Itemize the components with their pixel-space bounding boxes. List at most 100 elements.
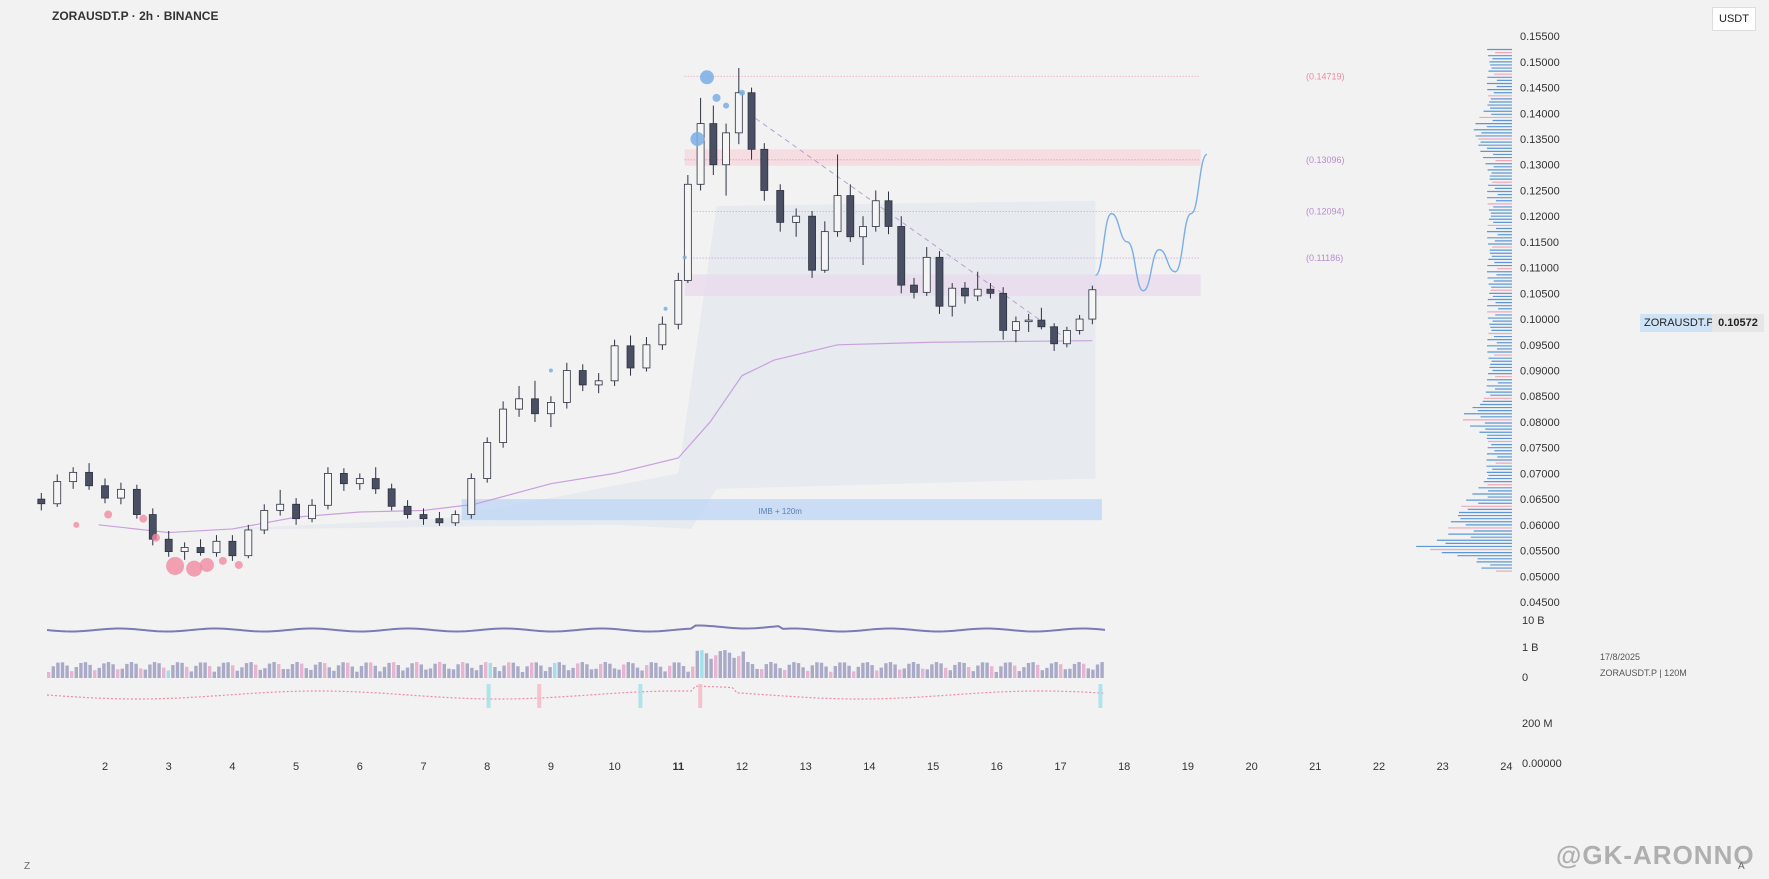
- currency-selector[interactable]: USDT: [1712, 7, 1756, 31]
- volume-bar-35: [208, 666, 212, 678]
- y-tick-label-9: 0.11000: [1520, 263, 1559, 275]
- x-tick-label-0: 2: [102, 761, 108, 773]
- volume-bar-142: [700, 650, 704, 678]
- candle-body-44: [722, 132, 730, 166]
- oscillator-marker-3: [698, 684, 703, 708]
- symbol-period-note: ZORAUSDT.P | 120M: [1600, 668, 1687, 678]
- candle-body-25: [435, 518, 444, 524]
- volume-bar-122: [608, 663, 612, 678]
- candle-body-24: [419, 514, 428, 520]
- volume-bar-191: [925, 669, 929, 678]
- volume-bar-147: [723, 650, 727, 678]
- x-tick-label-4: 6: [357, 761, 363, 773]
- volume-bar-158: [773, 663, 778, 678]
- volume-bar-186: [902, 668, 906, 678]
- volume-bar-152: [746, 662, 750, 678]
- volume-bar-214: [1031, 662, 1035, 678]
- y-tick-label-14: 0.08500: [1520, 391, 1560, 403]
- level-label-0: (0.14719): [1306, 71, 1345, 81]
- volume-bar-163: [796, 663, 801, 678]
- volume-bar-123: [612, 668, 617, 678]
- y-tick-label-0: 0.15500: [1520, 31, 1560, 43]
- volume-bar-162: [792, 662, 796, 678]
- volume-bar-94: [479, 664, 483, 678]
- volume-bar-140: [691, 666, 695, 678]
- y-tick-label-10: 0.10500: [1520, 288, 1560, 300]
- auto-scale-button[interactable]: A: [1738, 861, 1745, 872]
- x-tick-label-22: 24: [1500, 761, 1512, 773]
- sub-pane-label-2: 0: [1522, 672, 1528, 684]
- x-tick-label-12: 14: [863, 761, 875, 773]
- volume-bar-133: [658, 666, 663, 678]
- candle-body-3: [85, 471, 93, 487]
- x-tick-label-1: 3: [166, 761, 172, 773]
- candle-body-30: [515, 398, 523, 410]
- volume-bar-76: [396, 665, 400, 678]
- volume-bar-9: [88, 664, 92, 678]
- candle-body-59: [922, 256, 931, 293]
- candle-body-70: [1062, 329, 1071, 345]
- volume-bar-45: [254, 664, 258, 678]
- zone-label: IMB + 120m: [759, 507, 803, 516]
- candle-body-41: [683, 183, 692, 281]
- sell-signal-dot-8: [234, 560, 243, 569]
- volume-bar-77: [401, 670, 405, 678]
- volume-bar-40: [231, 665, 235, 678]
- volume-bar-146: [718, 651, 722, 678]
- volume-bar-172: [838, 662, 842, 678]
- x-tick-label-14: 16: [991, 761, 1003, 773]
- y-tick-label-17: 0.07000: [1520, 468, 1560, 480]
- volume-bar-1: [51, 666, 55, 678]
- candle-body-47: [760, 148, 769, 191]
- timezone-button[interactable]: Z: [24, 861, 31, 872]
- volume-bar-198: [957, 662, 962, 678]
- candle-body-16: [292, 503, 301, 520]
- buy-signal-dot-5: [548, 368, 553, 373]
- volume-bar-78: [405, 667, 410, 678]
- volume-bar-209: [1008, 662, 1012, 678]
- candle-body-38: [642, 344, 651, 369]
- volume-bar-137: [677, 662, 681, 678]
- volume-bar-181: [879, 667, 883, 678]
- volume-bar-184: [893, 664, 897, 678]
- candle-body-67: [1024, 319, 1033, 323]
- volume-bar-106: [534, 662, 538, 678]
- candle-body-35: [594, 380, 603, 386]
- y-tick-label-21: 0.05000: [1520, 571, 1560, 583]
- candle-body-63: [973, 288, 982, 297]
- volume-bar-38: [221, 662, 226, 678]
- volume-bar-12: [102, 663, 106, 678]
- candle-body-21: [371, 478, 380, 490]
- volume-bar-151: [741, 651, 745, 678]
- volume-bar-127: [631, 663, 635, 678]
- x-tick-label-7: 9: [548, 761, 554, 773]
- candle-body-50: [808, 215, 816, 271]
- volume-bar-99: [502, 665, 506, 678]
- candle-body-36: [610, 345, 619, 382]
- candle-body-45: [734, 92, 743, 134]
- volume-bar-210: [1013, 665, 1017, 678]
- y-tick-label-18: 0.06500: [1520, 494, 1560, 506]
- volume-bar-221: [1063, 669, 1067, 678]
- volume-bar-54: [295, 662, 299, 678]
- volume-bar-136: [672, 662, 676, 678]
- candle-body-2: [69, 471, 78, 483]
- volume-bar-215: [1036, 664, 1040, 678]
- buy-signal-dot-0: [699, 70, 714, 85]
- volume-bar-58: [313, 664, 318, 678]
- volume-bar-189: [916, 663, 920, 678]
- candle-body-4: [101, 485, 109, 499]
- candle-body-56: [884, 200, 893, 227]
- volume-bar-8: [83, 662, 88, 678]
- sub-pane-label-4: 0.00000: [1522, 758, 1562, 770]
- sub-pane-label-3: 200 M: [1522, 718, 1553, 730]
- sell-signal-dot-7: [218, 556, 227, 565]
- volume-bar-6: [74, 667, 78, 678]
- sell-signal-dot-0: [73, 521, 80, 528]
- volume-bar-110: [553, 662, 557, 678]
- volume-bar-2: [56, 662, 60, 678]
- volume-bar-17: [125, 663, 129, 678]
- volume-bar-166: [810, 665, 814, 678]
- volume-bar-176: [856, 666, 860, 678]
- volume-bar-11: [97, 667, 101, 678]
